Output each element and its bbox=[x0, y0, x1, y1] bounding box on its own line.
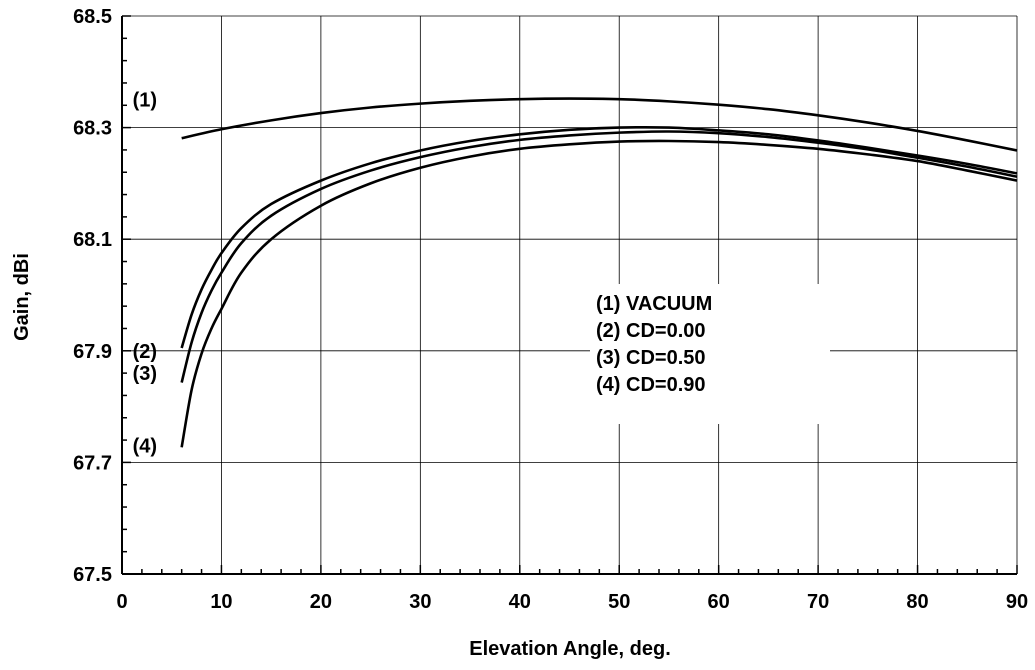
x-tick-label: 40 bbox=[509, 591, 531, 613]
x-tick-label: 50 bbox=[608, 591, 630, 613]
x-tick-label: 70 bbox=[807, 591, 829, 613]
y-tick-label: 68.3 bbox=[73, 118, 112, 140]
legend-entry: (3) CD=0.50 bbox=[596, 347, 706, 369]
series-line-4 bbox=[180, 139, 1018, 448]
axes bbox=[121, 15, 1018, 575]
x-tick-label: 20 bbox=[310, 591, 332, 613]
y-axis-label: Gain, dBi bbox=[11, 253, 33, 341]
tick-labels: 0 10 20 30 40 50 60 70 80 90 67.5 67.7 67.9 68.1 68.3 6… bbox=[73, 6, 1028, 613]
series-line-1 bbox=[181, 97, 1018, 152]
x-tick-label: 80 bbox=[906, 591, 928, 613]
x-tick-label: 90 bbox=[1006, 591, 1028, 613]
series-line-2 bbox=[180, 125, 1018, 349]
legend-box bbox=[590, 284, 830, 424]
series-label: (2) bbox=[133, 341, 157, 363]
legend-entry: (1) VACUUM bbox=[596, 293, 712, 315]
x-tick-label: 0 bbox=[116, 591, 127, 613]
y-tick-label: 68.5 bbox=[73, 6, 112, 28]
series-label: (3) bbox=[133, 363, 157, 385]
legend-background bbox=[590, 284, 830, 424]
x-tick-label: 60 bbox=[708, 591, 730, 613]
legend-entry: (4) CD=0.90 bbox=[596, 374, 706, 396]
y-tick-label: 68.1 bbox=[73, 229, 112, 251]
series-label: (1) bbox=[133, 90, 157, 112]
series-line-3 bbox=[180, 130, 1018, 383]
x-axis-label: Elevation Angle, deg. bbox=[469, 638, 671, 660]
x-tick-label: 10 bbox=[210, 591, 232, 613]
legend: (1) VACUUM (2) CD=0.00 (3) CD=0.50 (4) CD=0… bbox=[596, 293, 712, 396]
series-labels: (1) (2)(3) (4) bbox=[133, 90, 157, 458]
y-tick-label: 67.7 bbox=[73, 452, 112, 474]
x-tick-label: 30 bbox=[409, 591, 431, 613]
y-tick-label: 67.5 bbox=[73, 564, 112, 586]
series-lines bbox=[180, 97, 1018, 448]
y-tick-label: 67.9 bbox=[73, 341, 112, 363]
legend-entry: (2) CD=0.00 bbox=[596, 320, 706, 342]
series-label: (4) bbox=[133, 436, 157, 458]
grid bbox=[122, 16, 1017, 574]
